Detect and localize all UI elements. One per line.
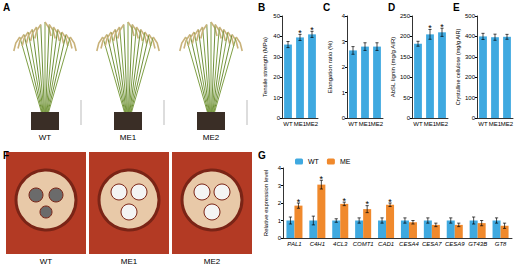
svg-text:ME1: ME1 — [120, 133, 137, 142]
svg-text:AbSL lignin (mg/g AIR): AbSL lignin (mg/g AIR) — [390, 37, 396, 97]
svg-text:Tensile strength (MPa): Tensile strength (MPa) — [262, 37, 268, 97]
svg-text:200: 200 — [400, 33, 411, 39]
svg-text:*: * — [298, 28, 302, 38]
svg-text:ME1: ME1 — [423, 121, 437, 127]
svg-text:4: 4 — [278, 165, 282, 171]
svg-text:20: 20 — [273, 74, 280, 80]
svg-text:2: 2 — [342, 64, 346, 70]
svg-text:PAL1: PAL1 — [287, 241, 301, 247]
svg-text:ME2: ME2 — [306, 121, 319, 127]
svg-text:ME2: ME2 — [501, 121, 514, 127]
svg-text:CESA7: CESA7 — [422, 241, 442, 247]
svg-text:WT: WT — [40, 257, 53, 266]
svg-text:150: 150 — [400, 54, 411, 60]
svg-text:A: A — [3, 2, 10, 13]
svg-text:3: 3 — [278, 183, 282, 189]
svg-text:D: D — [388, 2, 395, 13]
svg-text:*: * — [440, 22, 444, 32]
svg-text:*: * — [297, 197, 301, 207]
svg-text:WT: WT — [413, 121, 423, 127]
svg-text:100: 100 — [400, 74, 411, 80]
svg-text:*: * — [428, 23, 432, 33]
svg-text:ME: ME — [340, 158, 351, 165]
svg-text:50: 50 — [273, 13, 280, 19]
svg-text:1: 1 — [342, 90, 346, 96]
svg-text:ME2: ME2 — [204, 257, 221, 266]
svg-text:CESA4: CESA4 — [399, 241, 419, 247]
svg-text:ME1: ME1 — [293, 121, 307, 127]
svg-text:ME2: ME2 — [203, 133, 220, 142]
svg-text:*: * — [320, 174, 324, 184]
svg-text:WT: WT — [308, 158, 320, 165]
svg-text:CAD1: CAD1 — [378, 241, 394, 247]
svg-text:300: 300 — [465, 54, 476, 60]
svg-text:Crystalline cellulose (mg/g AI: Crystalline cellulose (mg/g AIR) — [455, 29, 461, 106]
svg-text:0: 0 — [472, 115, 476, 121]
svg-text:COMT1: COMT1 — [353, 241, 374, 247]
svg-text:0: 0 — [277, 115, 281, 121]
svg-text:4: 4 — [342, 13, 346, 19]
svg-text:GT43B: GT43B — [468, 241, 487, 247]
svg-text:100: 100 — [465, 95, 476, 101]
svg-text:2: 2 — [278, 200, 282, 206]
svg-text:200: 200 — [465, 74, 476, 80]
svg-text:0: 0 — [342, 115, 346, 121]
svg-text:0: 0 — [278, 235, 282, 241]
svg-text:C4H1: C4H1 — [310, 241, 325, 247]
svg-text:WT: WT — [39, 133, 52, 142]
svg-text:ME2: ME2 — [436, 121, 449, 127]
svg-text:F: F — [3, 150, 9, 161]
svg-text:*: * — [388, 197, 392, 207]
svg-text:E: E — [453, 2, 460, 13]
svg-text:CESA9: CESA9 — [445, 241, 465, 247]
svg-text:Relative expression level: Relative expression level — [263, 170, 269, 236]
svg-text:*: * — [342, 196, 346, 206]
svg-text:10: 10 — [273, 95, 280, 101]
svg-text:ME1: ME1 — [358, 121, 372, 127]
svg-text:ME2: ME2 — [371, 121, 384, 127]
svg-text:WT: WT — [478, 121, 488, 127]
svg-text:*: * — [365, 199, 369, 209]
svg-text:4CL3: 4CL3 — [333, 241, 348, 247]
svg-text:ME1: ME1 — [488, 121, 502, 127]
svg-text:ME1: ME1 — [121, 257, 138, 266]
svg-text:0: 0 — [407, 115, 411, 121]
svg-text:250: 250 — [400, 13, 411, 19]
svg-text:500: 500 — [465, 13, 476, 19]
svg-text:WT: WT — [283, 121, 293, 127]
svg-text:G: G — [258, 150, 266, 161]
svg-text:GT8: GT8 — [495, 241, 507, 247]
svg-text:*: * — [310, 25, 314, 35]
svg-text:Elongation ratio (%): Elongation ratio (%) — [327, 41, 333, 94]
svg-text:WT: WT — [348, 121, 358, 127]
svg-text:C: C — [323, 2, 330, 13]
svg-text:B: B — [258, 2, 265, 13]
svg-text:40: 40 — [273, 33, 280, 39]
svg-text:1: 1 — [278, 218, 282, 224]
svg-text:3: 3 — [342, 39, 346, 45]
svg-text:400: 400 — [465, 33, 476, 39]
svg-text:50: 50 — [403, 95, 410, 101]
svg-text:30: 30 — [273, 54, 280, 60]
